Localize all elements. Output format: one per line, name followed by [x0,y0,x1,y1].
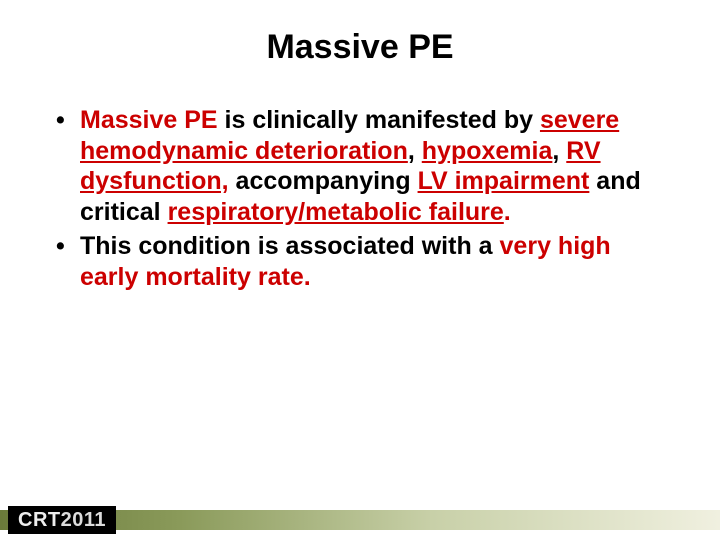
text-run: LV impairment [418,167,590,195]
bullet-item: This condition is associated with a very… [50,231,670,292]
text-run: . [504,198,511,226]
text-run: is clinically manifested by [218,106,540,134]
text-run: This condition is associated with a [80,232,500,260]
text-run: accompanying [229,167,418,195]
slide: Massive PE Massive PE is clinically mani… [0,0,720,540]
text-run: , [552,137,566,165]
text-run: hypoxemia [422,137,553,165]
bullet-item: Massive PE is clinically manifested by s… [50,105,670,227]
slide-body: Massive PE is clinically manifested by s… [0,67,720,292]
slide-title: Massive PE [0,0,720,67]
footer-logo-year: 2011 [61,509,106,531]
footer-logo-prefix: CRT [18,509,61,531]
text-run: Massive PE [80,106,218,134]
text-run: respiratory/metabolic failure [168,198,504,226]
footer-logo: CRT2011 [8,506,116,534]
text-run: , [408,137,422,165]
footer: CRT2011 [0,496,720,540]
bullet-list: Massive PE is clinically manifested by s… [50,105,670,292]
